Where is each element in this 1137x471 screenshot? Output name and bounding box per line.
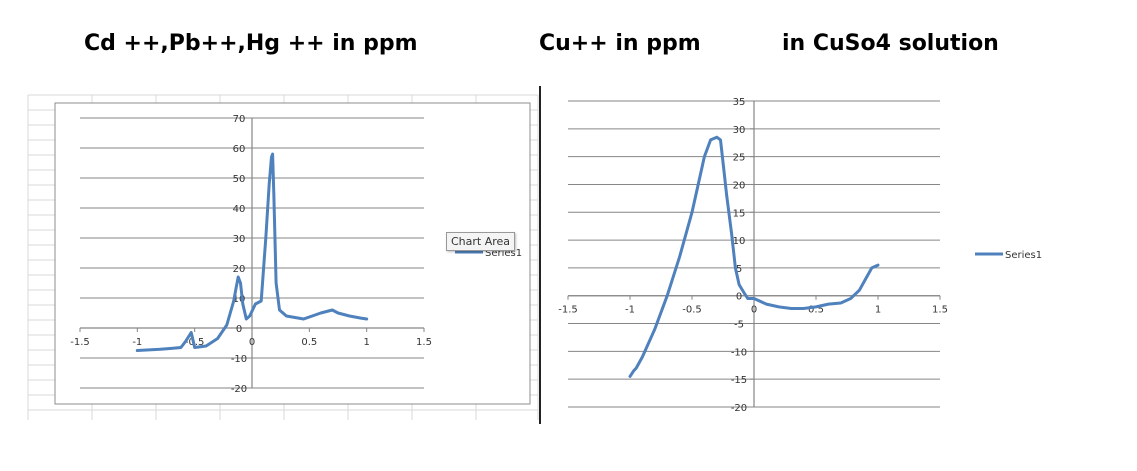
y-tick-label: 60 (233, 144, 246, 155)
x-tick-label: 1.5 (932, 305, 948, 316)
legend-label: Series1 (485, 248, 522, 259)
right-chart-heading: Cu++ in ppm (539, 31, 701, 56)
y-tick-label: 25 (733, 153, 746, 164)
x-tick-label: -1 (625, 305, 635, 316)
y-tick-label: -10 (231, 354, 247, 365)
y-tick-label: 10 (233, 294, 246, 305)
y-tick-label: 5 (736, 264, 742, 275)
x-tick-label: 1 (363, 337, 369, 348)
right-chart-subheading: in CuSo4 solution (782, 31, 999, 56)
y-tick-label: 0 (736, 292, 742, 303)
left-chart-plot: -1.5 -1 -0.5 0 0.5 1 1.5-20-10010203040506070S… (70, 114, 522, 395)
x-tick-label: -0.5 (682, 305, 702, 316)
y-tick-label: 50 (233, 174, 246, 185)
x-tick-label: 0.5 (808, 305, 824, 316)
right-chart-plot: -1.5 -1 -0.5 0 0.5 1 1.5 -20 -15 -10 -5 0 5 10 15 20 25 3… (558, 97, 1042, 414)
legend-label: Series1 (1005, 250, 1042, 261)
x-tick-label: 0 (249, 337, 255, 348)
y-tick-label: 10 (733, 236, 746, 247)
y-tick-label: -10 (731, 347, 747, 358)
left-chart-heading: Cd ++,Pb++,Hg ++ in ppm (84, 31, 418, 56)
x-tick-label: 0 (751, 305, 757, 316)
right-chart-area[interactable] (540, 86, 1060, 424)
x-tick-label: 1.5 (416, 337, 432, 348)
x-tick-label: -1.5 (558, 305, 578, 316)
y-tick-label: 20 (233, 264, 246, 275)
y-tick-label: 40 (233, 204, 246, 215)
y-tick-label: -20 (231, 384, 247, 395)
series-line[interactable] (135, 152, 369, 352)
series-line[interactable] (628, 135, 880, 378)
y-tick-label: -5 (734, 320, 744, 331)
y-tick-label: 0 (236, 324, 242, 335)
left-chart-area[interactable] (54, 102, 531, 405)
x-tick-label: 1 (875, 305, 881, 316)
x-tick-label: 0.5 (301, 337, 317, 348)
y-tick-label: 35 (733, 97, 746, 108)
chart-area-tooltip: Chart Area (446, 232, 516, 251)
x-tick-label: -1.5 (70, 337, 90, 348)
y-tick-label: 20 (733, 180, 746, 191)
y-tick-label: -15 (731, 375, 747, 386)
y-tick-label: -20 (731, 403, 747, 414)
y-tick-label: 30 (233, 234, 246, 245)
x-tick-label: -1 (132, 337, 142, 348)
y-tick-label: 70 (233, 114, 246, 125)
y-tick-label: 15 (733, 208, 746, 219)
y-tick-label: 30 (733, 125, 746, 136)
